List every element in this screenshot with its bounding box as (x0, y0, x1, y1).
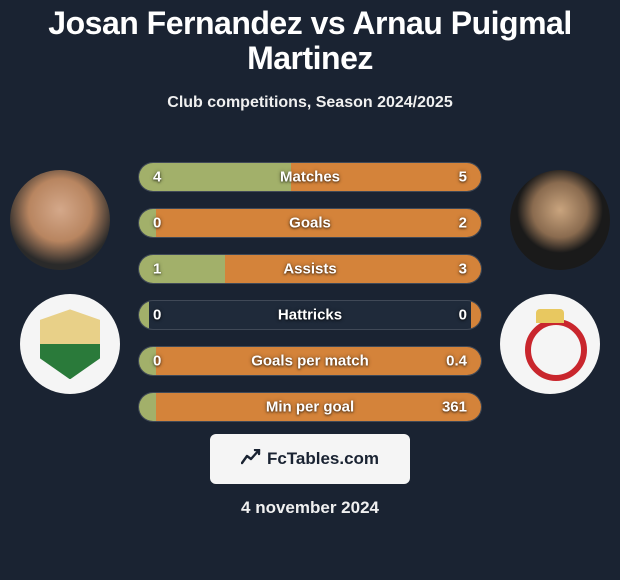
stat-value-right: 5 (459, 169, 467, 186)
bar-fill-left (139, 393, 156, 421)
stat-value-right: 2 (459, 215, 467, 232)
stat-value-right: 3 (459, 261, 467, 278)
stat-value-left: 4 (153, 169, 161, 186)
stat-value-right: 0.4 (446, 353, 467, 370)
club-left-badge (20, 294, 120, 394)
stat-value-right: 361 (442, 399, 467, 416)
stat-label: Goals (289, 215, 331, 232)
stat-label: Matches (280, 169, 340, 186)
stat-label: Goals per match (251, 353, 369, 370)
stat-row: 361 Min per goal (138, 392, 482, 422)
stat-value-left: 1 (153, 261, 161, 278)
stat-label: Assists (283, 261, 336, 278)
page-title: Josan Fernandez vs Arnau Puigmal Martine… (0, 0, 620, 76)
brand-plate[interactable]: FcTables.com (210, 434, 410, 484)
stat-value-left: 0 (153, 307, 161, 324)
comparison-chart: 4 5 Matches 0 2 Goals 1 3 Assists 0 0 Hattricks 0 0.4… (0, 142, 620, 422)
stat-row: 1 3 Assists (138, 254, 482, 284)
chart-line-icon (241, 449, 261, 470)
club-right-badge (500, 294, 600, 394)
stat-label: Hattricks (278, 307, 342, 324)
brand-label: FcTables.com (267, 449, 379, 469)
stat-value-right: 0 (459, 307, 467, 324)
bar-fill-right (471, 301, 481, 329)
stat-value-left: 0 (153, 353, 161, 370)
bar-rows-container: 4 5 Matches 0 2 Goals 1 3 Assists 0 0 Hattricks 0 0.4… (138, 162, 482, 438)
stat-row: 0 0.4 Goals per match (138, 346, 482, 376)
bar-fill-left (139, 301, 149, 329)
bar-fill-left (139, 163, 291, 191)
stat-row: 4 5 Matches (138, 162, 482, 192)
bar-fill-left (139, 255, 225, 283)
stat-row: 0 0 Hattricks (138, 300, 482, 330)
player-right-avatar (510, 170, 610, 270)
player-left-avatar (10, 170, 110, 270)
stat-value-left: 0 (153, 215, 161, 232)
bar-fill-right (225, 255, 482, 283)
subtitle: Club competitions, Season 2024/2025 (0, 94, 620, 112)
stat-label: Min per goal (266, 399, 354, 416)
date-label: 4 november 2024 (0, 498, 620, 518)
stat-row: 0 2 Goals (138, 208, 482, 238)
